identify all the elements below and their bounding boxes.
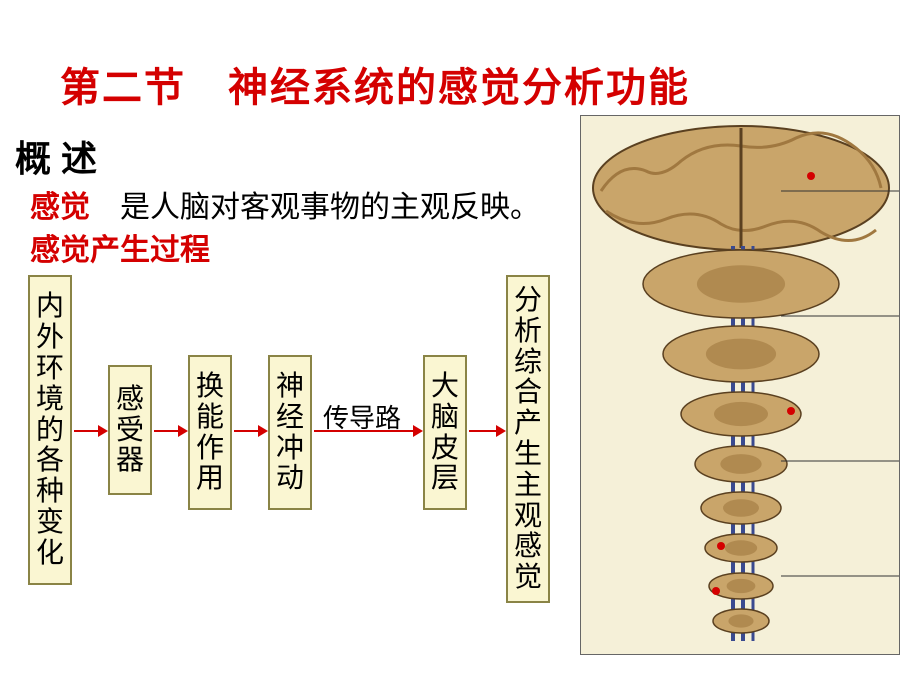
cross-section-4 bbox=[681, 392, 801, 436]
brain-section bbox=[593, 126, 889, 250]
cross-section-3 bbox=[663, 326, 819, 382]
flow-arrow-2 bbox=[154, 430, 186, 432]
flow-node-n3: 换能作用 bbox=[188, 355, 232, 510]
flow-arrow-5 bbox=[469, 430, 504, 432]
cross-section-7 bbox=[705, 534, 777, 562]
flow-path-label: 传导路 bbox=[323, 398, 401, 435]
flow-node-n2: 感受器 bbox=[108, 365, 152, 495]
cross-section-9 bbox=[713, 609, 769, 633]
sense-def: 是人脑对客观事物的主观反映。 bbox=[90, 191, 540, 224]
flow-arrow-3 bbox=[234, 430, 266, 432]
flow-arrow-1 bbox=[74, 430, 106, 432]
cross-section-5 bbox=[695, 446, 787, 482]
sense-definition-line: 感觉 是人脑对客观事物的主观反映。 bbox=[30, 182, 540, 226]
sense-word: 感觉 bbox=[30, 191, 90, 224]
cross-section-8 bbox=[709, 573, 773, 599]
flow-node-n5: 大脑皮层 bbox=[423, 355, 467, 510]
cross-section-6 bbox=[701, 492, 781, 524]
process-label: 感觉产生过程 bbox=[30, 225, 210, 269]
cross-section-2 bbox=[643, 250, 839, 318]
page-title: 第二节 神经系统的感觉分析功能 bbox=[60, 55, 690, 113]
flow-node-n4: 神经冲动 bbox=[268, 355, 312, 510]
flow-node-n6: 分析综合产生主观感觉 bbox=[506, 275, 550, 603]
overview-label: 概 述 bbox=[15, 130, 97, 182]
anatomy-illustration bbox=[580, 115, 900, 655]
flowchart: 内外环境的各种变化感受器换能作用神经冲动大脑皮层分析综合产生主观感觉传导路 bbox=[28, 275, 578, 595]
flow-node-n1: 内外环境的各种变化 bbox=[28, 275, 72, 585]
